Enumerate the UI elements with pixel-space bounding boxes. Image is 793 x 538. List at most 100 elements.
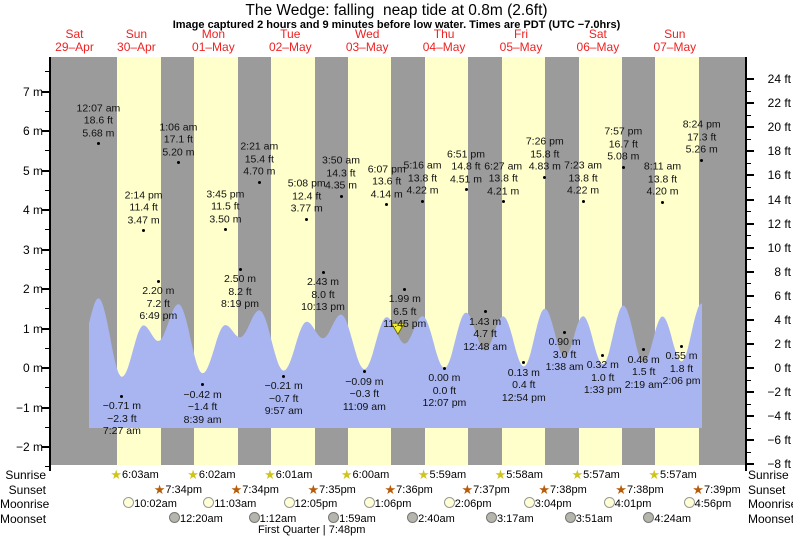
day-header: Wed 03–May	[332, 28, 402, 54]
day-header: Fri 05–May	[486, 28, 556, 54]
tide-label-line: 5.68 m	[82, 127, 115, 140]
tide-extreme-label: 5:16 am 13.8 ft 4.22 m	[404, 160, 442, 198]
day-date: 02–May	[268, 40, 312, 54]
tide-extreme-dot	[601, 353, 605, 357]
right-axis-label: −8 ft	[767, 457, 791, 472]
right-axis-line	[745, 57, 747, 471]
tide-extreme-dot	[321, 270, 325, 274]
tide-label-line: 3.77 m	[290, 202, 323, 215]
tide-label-line: 3.0 ft	[552, 348, 577, 361]
tide-extreme-dot	[282, 374, 286, 378]
tide-extreme-dot	[421, 199, 424, 203]
plot-area	[51, 57, 746, 465]
tide-label-line: 14.3 ft	[326, 167, 356, 180]
tide-label-line: 5:16 am	[403, 159, 442, 172]
tide-extreme-dot	[362, 370, 366, 374]
right-axis-minor-tick	[747, 114, 751, 116]
left-axis-label: −1 m	[15, 400, 43, 415]
right-axis-minor-tick	[747, 90, 751, 92]
left-axis-line	[49, 57, 51, 471]
tide-label-line: 18.6 ft	[83, 114, 113, 127]
tide-extreme-label: 7:57 pm 16.7 ft 5.08 m	[604, 126, 642, 164]
moonset-item: 3:51am	[564, 512, 613, 526]
right-axis-major-tick	[747, 246, 754, 249]
tide-extreme-dot	[661, 200, 664, 204]
tide-label-line: −0.71 m	[102, 400, 142, 412]
tide-label-line: 1.5 ft	[632, 366, 656, 379]
right-axis-label: 10 ft	[767, 240, 791, 255]
tide-label-line: 12:07 am	[76, 102, 121, 115]
day-weekday: Fri	[514, 27, 528, 41]
tide-label-line: 8:19 pm	[221, 298, 259, 311]
moonset-item: 1:59am	[328, 512, 376, 526]
tide-label-line: 1.0 ft	[591, 371, 615, 384]
tide-label-line: 12:07 pm	[422, 397, 467, 409]
sunrise-icon: ★	[264, 467, 276, 482]
left-axis-major-tick	[42, 248, 49, 251]
tide-label-line: −1.4 ft	[187, 401, 218, 414]
right-axis-minor-tick	[747, 186, 751, 188]
sunrise-icon: ★	[494, 467, 507, 482]
tide-extreme-dot	[142, 229, 146, 233]
sunrise-item: ★6:01am	[264, 468, 312, 482]
tide-label-line: 3:45 pm	[206, 188, 245, 201]
moonrise-item: 10:02am	[123, 497, 177, 511]
tide-label-line: 12.4 ft	[292, 190, 322, 203]
tide-label-line: 4.83 m	[528, 160, 561, 173]
tide-extreme-label: 3:45 pm 11.5 ft 3.50 m	[206, 188, 244, 226]
chart-subtitle: Image captured 2 hours and 9 minutes bef…	[172, 19, 621, 31]
tide-extreme-label: 2:14 pm 11.4 ft 3.47 m	[125, 189, 163, 227]
moonset-icon	[248, 512, 260, 523]
tide-label-line: 17.3 ft	[687, 131, 717, 144]
moonrise-icon	[603, 497, 615, 508]
sunrise-time: 6:00am	[352, 469, 390, 481]
sunset-icon: ★	[461, 482, 474, 497]
tide-label-line: 0.0 ft	[432, 384, 457, 397]
sunrise-icon: ★	[187, 467, 199, 482]
moonrise-time: 4:56pm	[694, 498, 732, 510]
tide-extreme-dot	[305, 217, 309, 221]
right-axis-label: −2 ft	[767, 385, 791, 400]
moonset-time: 3:51am	[575, 513, 613, 525]
moonset-time: 1:59am	[339, 513, 376, 525]
sunrise-item: ★6:00am	[341, 468, 389, 482]
left-axis-major-tick	[42, 288, 49, 290]
moonset-item: 3:17am	[486, 512, 534, 526]
right-axis-major-tick	[747, 415, 754, 418]
day-date: 04–May	[422, 40, 466, 54]
sunset-time: 7:39pm	[703, 484, 741, 496]
sunrise-time: 5:57am	[660, 469, 697, 481]
right-axis-major-tick	[747, 391, 754, 394]
tide-label-line: 5.08 m	[607, 150, 640, 163]
sunset-time: 7:34pm	[165, 484, 203, 496]
tide-extreme-label: 1.43 m 4.7 ft 12:48 am	[463, 316, 507, 354]
moonrise-item: 11:03am	[203, 497, 256, 511]
right-axis-minor-tick	[747, 235, 751, 237]
sunrise-time: 6:02am	[198, 469, 236, 481]
tide-label-line: 6:27 am	[484, 160, 523, 173]
tide-extreme-label: 6:27 am 13.8 ft 4.21 m	[484, 160, 522, 198]
tide-extreme-label: 2:21 am 15.4 ft 4.70 m	[240, 141, 278, 179]
tide-label-line: 4.35 m	[324, 179, 358, 192]
right-axis-minor-tick	[747, 331, 751, 333]
sunrise-time: 6:01am	[275, 469, 313, 481]
moonrise-icon	[683, 497, 695, 508]
moonset-time: 1:12am	[259, 513, 297, 525]
sunset-item: ★7:37pm	[462, 483, 510, 497]
moonrise-item: 1:06pm	[363, 497, 411, 511]
moonset-item: 2:40am	[407, 512, 455, 526]
tide-label-line: 7:26 pm	[525, 135, 564, 148]
right-axis-label: −6 ft	[767, 433, 791, 448]
moonrise-item: 4:56pm	[683, 497, 732, 511]
row-label-left: Sunrise	[5, 468, 46, 482]
tide-label-line: 11:45 pm	[383, 318, 427, 331]
right-axis-minor-tick	[747, 259, 751, 261]
tide-extreme-dot	[483, 310, 487, 313]
sunset-time: 7:34pm	[242, 484, 279, 496]
tide-label-line: 15.4 ft	[244, 153, 274, 166]
tide-label-line: 12:48 am	[463, 340, 507, 353]
sunrise-item: ★5:59am	[418, 468, 466, 482]
chart-title: The Wedge: falling neap tide at 0.8m (2.…	[245, 2, 548, 19]
row-label-right: Sunset	[748, 483, 786, 497]
